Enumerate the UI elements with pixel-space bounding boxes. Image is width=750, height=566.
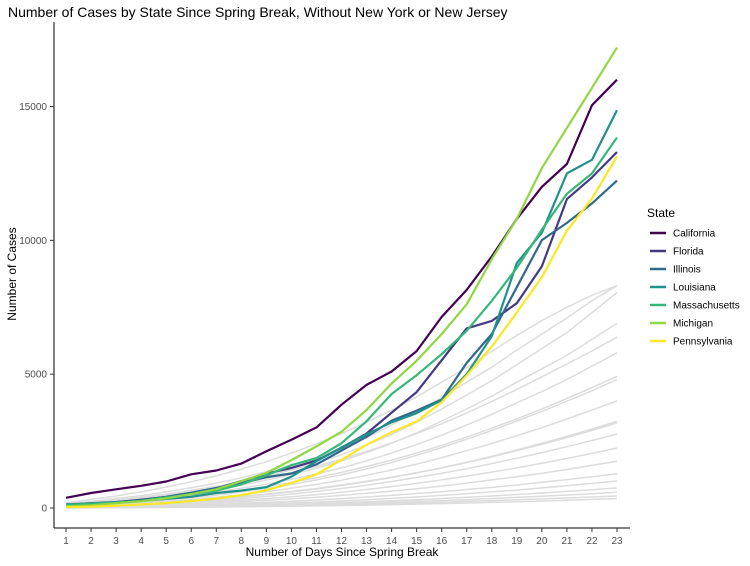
series-line-florida <box>65 151 618 506</box>
x-tick-label: 15 <box>411 536 423 547</box>
x-tick-label: 9 <box>264 536 270 547</box>
x-tick-label: 3 <box>113 536 119 547</box>
x-tick-label: 23 <box>611 536 623 547</box>
legend-label-california: California <box>673 229 716 240</box>
y-axis-title: Number of Cases <box>5 227 19 320</box>
series-line-illinois <box>65 179 618 507</box>
x-tick-label: 19 <box>511 536 523 547</box>
x-tick-label: 16 <box>436 536 448 547</box>
background-state-lines <box>65 285 618 509</box>
series-line-pennsylvania <box>65 155 618 509</box>
background-line-1 <box>65 291 618 506</box>
x-tick-label: 5 <box>163 536 169 547</box>
x-tick-label: 14 <box>386 536 398 547</box>
x-tick-label: 20 <box>536 536 548 547</box>
legend-label-pennsylvania: Pennsylvania <box>673 337 733 348</box>
legend-label-massachusetts: Massachusetts <box>673 301 740 312</box>
chart-title: Number of Cases by State Since Spring Br… <box>8 4 508 20</box>
x-tick-label: 13 <box>361 536 373 547</box>
legend: State California Florida Illinois Louisiana… <box>647 206 740 348</box>
x-tick-label: 18 <box>486 536 498 547</box>
x-tick-label: 1 <box>63 536 69 547</box>
legend-label-florida: Florida <box>673 247 704 258</box>
x-tick-label: 21 <box>561 536 573 547</box>
highlighted-state-lines <box>65 47 618 509</box>
y-tick-label: 15000 <box>19 102 47 113</box>
legend-label-louisiana: Louisiana <box>673 283 716 294</box>
x-tick-label: 6 <box>188 536 194 547</box>
axes: 1 2 3 4 5 6 7 8 9 10 11 12 13 14 15 16 17 18 19 20 21 22 23050… <box>19 22 630 547</box>
x-axis-title: Number of Days Since Spring Break <box>246 545 440 559</box>
x-tick-label: 4 <box>138 536 144 547</box>
x-tick-label: 7 <box>213 536 219 547</box>
series-line-california <box>65 78 618 499</box>
x-tick-label: 11 <box>311 536 322 547</box>
series-line-michigan <box>65 47 618 508</box>
x-tick-label: 8 <box>239 536 245 547</box>
legend-title: State <box>647 206 675 220</box>
x-tick-label: 10 <box>286 536 298 547</box>
y-tick-label: 5000 <box>25 370 48 381</box>
background-line-15 <box>66 497 618 509</box>
y-tick-label: 0 <box>41 504 47 515</box>
x-tick-label: 17 <box>461 536 473 547</box>
x-tick-label: 12 <box>336 536 348 547</box>
legend-label-michigan: Michigan <box>673 319 713 330</box>
legend-label-illinois: Illinois <box>673 265 701 276</box>
background-line-16 <box>65 285 618 504</box>
x-tick-label: 22 <box>586 536 598 547</box>
y-tick-label: 10000 <box>19 236 47 247</box>
x-tick-label: 2 <box>88 536 94 547</box>
